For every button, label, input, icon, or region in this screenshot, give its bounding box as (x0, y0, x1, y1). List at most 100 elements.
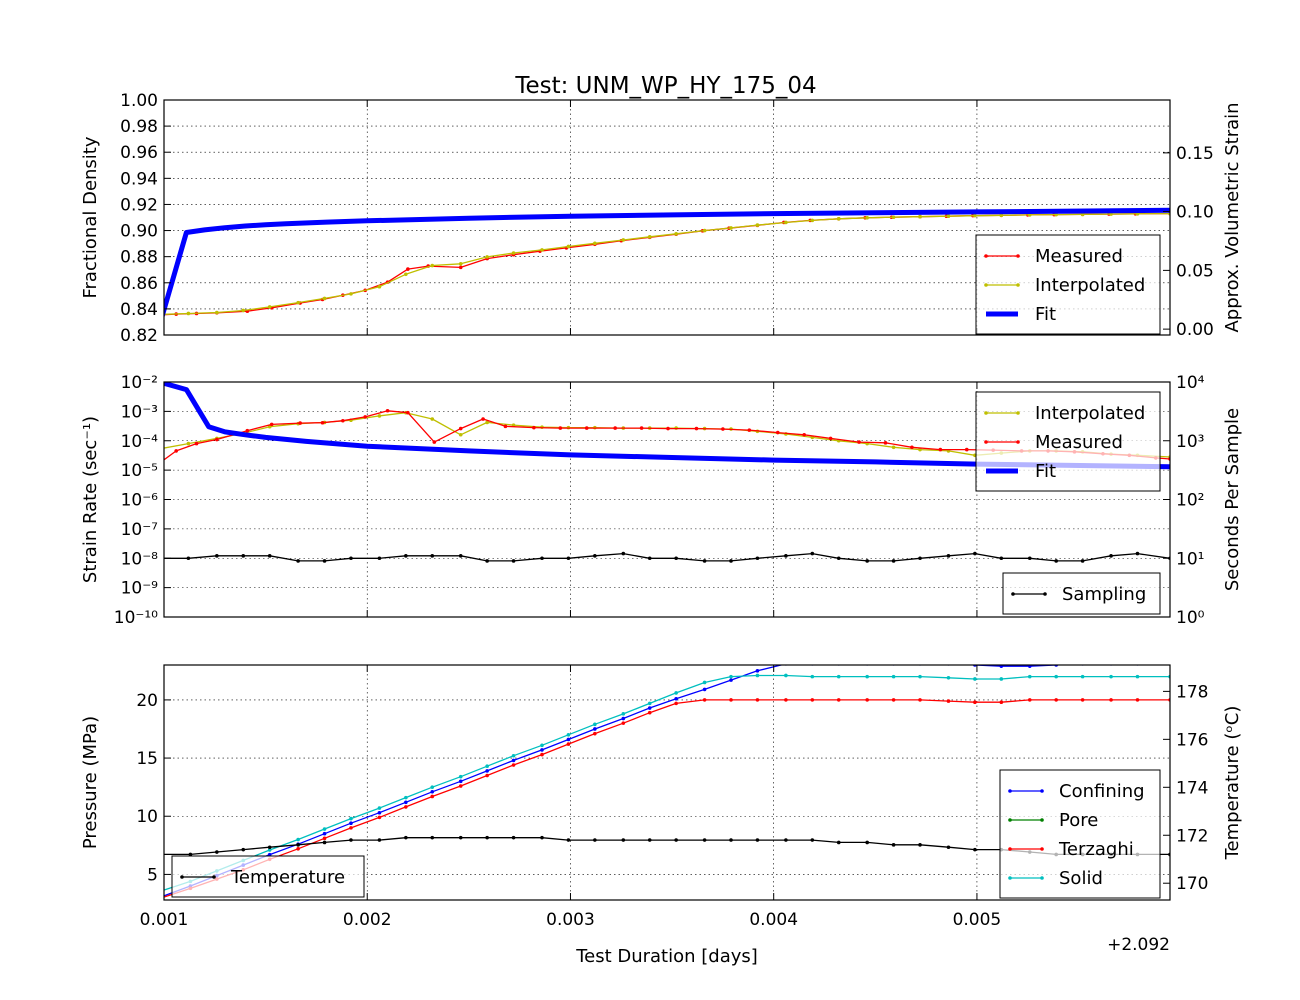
y-right-tick-label: 10³ (1176, 432, 1204, 452)
point-solid (755, 673, 760, 678)
point-confining (702, 687, 707, 692)
point-confining (540, 748, 544, 752)
point-measured (721, 427, 725, 431)
point-temperature (404, 835, 408, 840)
point-sampling (647, 556, 652, 561)
point-solid (865, 674, 869, 679)
y-right-tick-label: 0.00 (1176, 320, 1214, 340)
point-sampling (430, 554, 435, 558)
point-solid (160, 889, 164, 893)
series-fit-line (164, 207, 1170, 318)
point-interpolated (1027, 213, 1032, 217)
point-temperature (377, 838, 382, 842)
x-axis-label: Test Duration [days] (575, 946, 758, 967)
y-right-tick-label: 10⁴ (1176, 373, 1205, 393)
y-tick-label: 0.94 (120, 169, 158, 189)
point-sampling (999, 556, 1004, 561)
point-interpolated (621, 238, 626, 242)
point-interpolated (918, 214, 922, 219)
y-tick-label: 0.96 (120, 143, 158, 163)
point-solid (810, 674, 815, 679)
point-measured (341, 418, 345, 423)
point-measured (802, 432, 806, 437)
y-right-tick-label: 0.15 (1176, 144, 1214, 164)
legend: Confining Pore Terzaghi Solid (999, 769, 1161, 899)
point-confining (566, 737, 571, 742)
point-sampling (1109, 554, 1113, 558)
legend-marker (1040, 789, 1044, 793)
point-solid (891, 674, 896, 679)
point-measured (584, 426, 589, 430)
point-sampling (241, 554, 246, 558)
point-measured (639, 426, 644, 430)
point-measured (938, 447, 943, 452)
y-right-tick-label: 172 (1176, 826, 1208, 846)
point-measured (747, 428, 752, 432)
point-confining (404, 800, 408, 805)
point-terzaghi (160, 896, 164, 900)
point-solid (729, 674, 733, 679)
point-solid (458, 774, 463, 779)
point-sampling (755, 556, 760, 561)
point-solid (918, 674, 922, 679)
point-sampling (1135, 551, 1140, 556)
series-temperature-line (164, 837, 1170, 856)
axes-frame (163, 664, 1171, 901)
point-interpolated (186, 311, 191, 316)
point-solid (946, 675, 951, 680)
point-terzaghi (1080, 698, 1085, 702)
point-interpolated (729, 226, 733, 230)
legend-temperature: Temperature (171, 855, 365, 898)
point-interpolated (566, 244, 571, 249)
point-interpolated (349, 292, 353, 296)
legend-marker (1040, 876, 1044, 880)
point-interpolated (377, 284, 382, 289)
point-sampling (322, 559, 327, 563)
point-interpolated (430, 263, 435, 268)
point-interpolated (540, 248, 544, 252)
legend-label-temperature: Temperature (230, 867, 345, 888)
point-sampling (540, 556, 544, 561)
point-measured (363, 415, 368, 419)
point-confining (755, 669, 760, 673)
point-temperature (322, 840, 327, 845)
point-measured (385, 408, 390, 413)
point-measured (481, 417, 485, 421)
legend-marker (984, 254, 988, 258)
point-terzaghi (836, 698, 841, 702)
point-confining (430, 790, 435, 794)
point-solid (621, 712, 626, 716)
point-terzaghi (891, 698, 896, 702)
legend-label-fit: Fit (1035, 304, 1056, 325)
point-interpolated (241, 308, 246, 313)
point-sampling (404, 554, 408, 558)
point-solid (999, 677, 1004, 681)
point-solid (784, 673, 788, 678)
point-confining (999, 665, 1004, 668)
point-sampling (349, 556, 353, 561)
legend-marker (984, 440, 988, 444)
point-solid (1054, 674, 1058, 679)
x-tick-label: 0.002 (343, 910, 392, 930)
point-sampling (160, 556, 164, 560)
point-confining (674, 696, 678, 701)
point-temperature (918, 843, 922, 847)
point-measured (883, 441, 888, 445)
legend-marker (1016, 411, 1020, 415)
point-pore (160, 931, 164, 935)
point-temperature (349, 838, 353, 842)
point-temperature (647, 838, 652, 842)
y-tick-label: 10⁻⁸ (121, 549, 159, 569)
point-confining (511, 758, 516, 763)
point-interpolated (267, 424, 272, 429)
point-terzaghi (377, 815, 382, 820)
point-solid (485, 764, 489, 769)
point-interpolated (322, 296, 327, 301)
y-right-tick-label: 178 (1176, 682, 1208, 702)
point-terzaghi (540, 752, 544, 757)
point-terzaghi (810, 698, 815, 702)
y-right-tick-label: 10² (1176, 491, 1204, 511)
point-interpolated (430, 417, 435, 421)
point-temperature (674, 838, 678, 842)
